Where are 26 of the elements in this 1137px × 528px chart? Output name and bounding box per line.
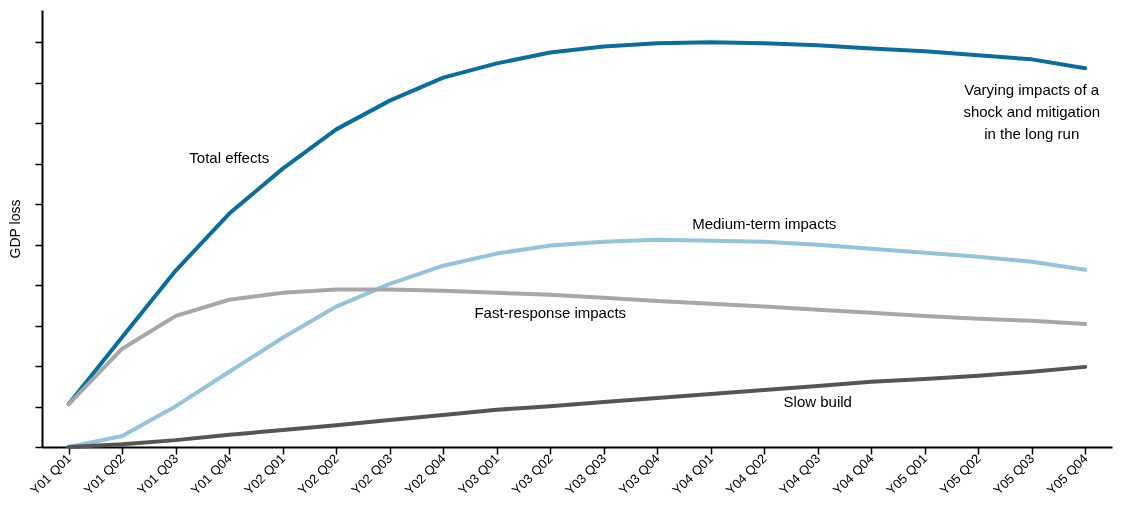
x-tick-label: Y01 Q02 [80, 450, 128, 498]
x-tick-label: Y04 Q02 [722, 450, 770, 498]
x-tick-label: Y05 Q04 [1043, 450, 1091, 498]
series-label: Slow build [783, 393, 852, 411]
series-label: Fast-response impacts [474, 304, 627, 322]
x-tick-label: Y01 Q01 [27, 450, 75, 498]
x-tick-label: Y01 Q04 [187, 450, 235, 498]
x-tick-label: Y03 Q02 [508, 450, 556, 498]
x-tick-label: Y05 Q01 [883, 450, 931, 498]
x-tick-label: Y01 Q03 [134, 450, 182, 498]
x-tick-label: Y04 Q03 [776, 450, 824, 498]
series-label: Total effects [189, 148, 270, 166]
x-tick-label: Y02 Q03 [348, 450, 396, 498]
x-tick-label: Y04 Q04 [829, 450, 877, 498]
x-tick-label: Y04 Q01 [669, 450, 717, 498]
x-tick-label: Y02 Q02 [294, 450, 342, 498]
x-tick-label: Y03 Q04 [615, 450, 663, 498]
x-tick-label: Y05 Q03 [990, 450, 1038, 498]
x-tick-label: Y03 Q01 [455, 450, 503, 498]
x-tick-label: Y03 Q03 [562, 450, 610, 498]
x-tick-label: Y02 Q01 [241, 450, 289, 498]
annotation: Varying impacts of a shock and mitigation in the long run [963, 80, 1101, 142]
series-label: Medium-term impacts [692, 215, 837, 233]
y-axis-title: GDP loss [6, 199, 23, 259]
x-tick-label: Y05 Q02 [936, 450, 984, 498]
x-tick-label: Y02 Q04 [401, 450, 449, 498]
